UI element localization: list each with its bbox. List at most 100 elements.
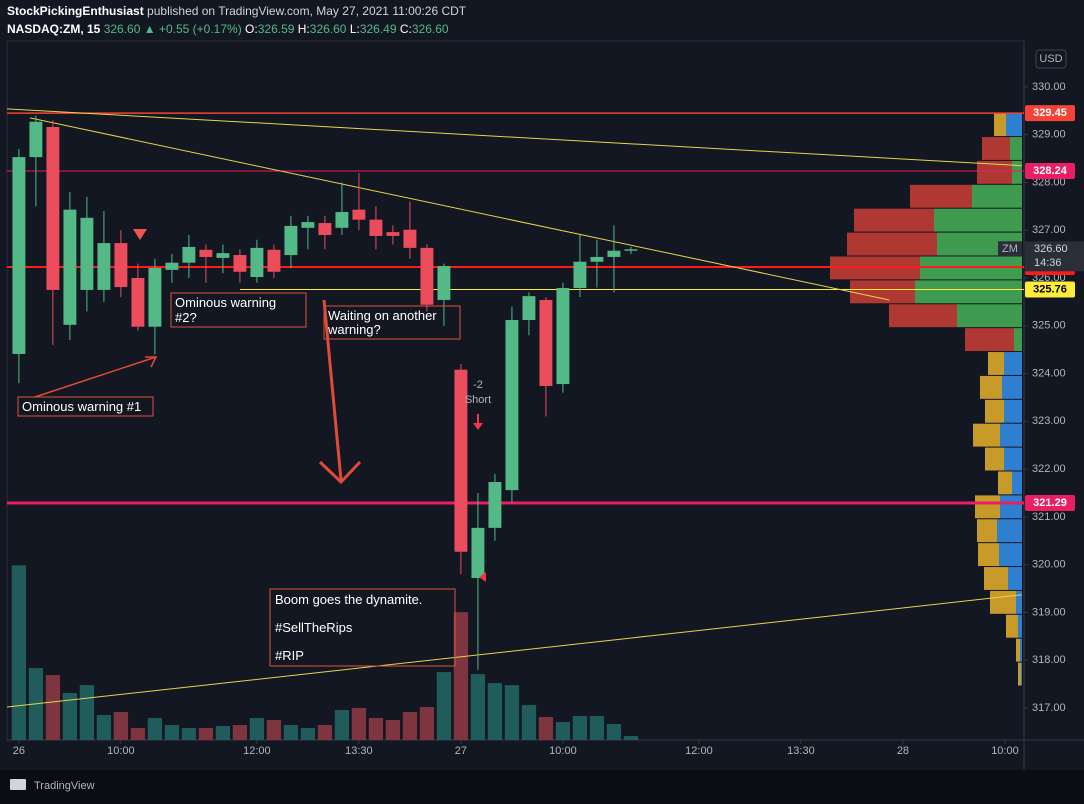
- pane: [7, 108, 1024, 740]
- profile-up: [1004, 399, 1022, 423]
- profile-up: [1014, 328, 1022, 352]
- volume-bar: [232, 725, 248, 740]
- y-tick-label: 317.00: [1032, 702, 1066, 714]
- volume-bar: [130, 728, 146, 740]
- y-tick-label: 322.00: [1032, 463, 1066, 475]
- header-line-2: NASDAQ:ZM, 15 326.60 ▲ +0.55 (+0.17%) O:…: [7, 22, 449, 36]
- candle-body: [131, 277, 145, 327]
- volume-bar: [623, 736, 639, 740]
- volume-bar: [589, 716, 605, 740]
- volume-bar: [351, 708, 367, 740]
- candle-body: [556, 288, 570, 385]
- candle-body: [250, 247, 264, 278]
- last-price: 326.60: [1034, 243, 1068, 255]
- profile-down: [994, 113, 1006, 137]
- volume-bar: [215, 726, 231, 740]
- volume-bar: [164, 725, 180, 740]
- brand: TradingView: [34, 780, 95, 792]
- volume-bar: [266, 720, 282, 740]
- published: published on TradingView.com, May 27, 20…: [147, 4, 467, 18]
- y-tick-label: 329.00: [1032, 129, 1066, 141]
- volume-bar: [487, 683, 503, 740]
- annotations: Ominous warning #1 Ominous warning #2? W…: [17, 229, 491, 667]
- x-tick-label: 13:30: [345, 745, 373, 757]
- candle-body: [80, 217, 94, 290]
- price-label-box: [1025, 162, 1075, 179]
- note: Boom goes the dynamite.: [275, 592, 422, 607]
- price-label: 321.29: [1033, 497, 1067, 509]
- o-key: O:: [245, 22, 258, 36]
- candle-body: [318, 223, 332, 235]
- volume-bar: [555, 722, 571, 740]
- note-box: [170, 292, 307, 328]
- arrow: [322, 299, 343, 481]
- footer-bar: [0, 770, 1084, 804]
- note: Ominous warning: [175, 295, 276, 310]
- profile-down: [984, 567, 1008, 590]
- candle-body: [352, 209, 366, 220]
- profile-up: [1020, 638, 1022, 662]
- profile-up: [972, 184, 1022, 208]
- candle-body: [505, 320, 519, 491]
- volume-bar: [317, 725, 333, 740]
- volume-bar: [436, 672, 452, 740]
- signal-arrow-head: [473, 423, 483, 430]
- profile-up: [1004, 447, 1022, 471]
- profile-up: [1012, 471, 1022, 495]
- symbol-tag-box: [998, 241, 1022, 257]
- profile-down: [988, 352, 1004, 375]
- profile-down: [978, 543, 999, 567]
- logo-icon: [10, 779, 26, 790]
- profile-down: [1018, 662, 1021, 686]
- candle-body: [471, 527, 485, 579]
- profile-down: [965, 328, 1014, 352]
- candle-body: [369, 219, 383, 236]
- profile-down: [985, 399, 1004, 423]
- price-label: 328.24: [1033, 165, 1068, 177]
- candle-body: [539, 299, 553, 386]
- marker: [479, 572, 486, 582]
- note: #RIP: [275, 648, 304, 663]
- profile-down: [985, 447, 1004, 471]
- volume-bar: [334, 710, 350, 740]
- x-tick-label: 28: [897, 745, 909, 757]
- currency-button[interactable]: [1035, 49, 1067, 69]
- y-tick-label: 318.00: [1032, 654, 1066, 666]
- profile-down: [973, 423, 1000, 447]
- candle-body: [386, 232, 400, 236]
- x-tick-label: 13:30: [787, 745, 815, 757]
- header-line-1: StockPickingEnthusiast published on Trad…: [7, 4, 467, 18]
- profile-up: [1002, 375, 1022, 399]
- candle-body: [301, 222, 315, 228]
- trend-line: [29, 117, 890, 301]
- volume-bar: [385, 720, 401, 740]
- volume-bar: [504, 685, 520, 740]
- c-key: C:: [400, 22, 412, 36]
- arrow-head: [145, 356, 158, 368]
- volume-bar: [572, 716, 588, 740]
- note-box: [323, 305, 461, 340]
- arrow-head: [318, 460, 362, 485]
- volume-bar: [96, 715, 112, 740]
- volume-bar: [368, 718, 384, 740]
- note: Waiting on another: [328, 308, 437, 323]
- profile-up: [1006, 113, 1022, 137]
- candle-body: [148, 267, 162, 327]
- x-tick-label: 12:00: [685, 745, 713, 757]
- symbol: NASDAQ:ZM, 15: [7, 22, 101, 36]
- profile-up: [1000, 495, 1022, 519]
- plot: 317.00 318.00 319.00 320.00 321.00 322.00 323.…: [7, 81, 1084, 757]
- countdown: 14:36: [1034, 257, 1062, 269]
- candle-body: [12, 157, 26, 354]
- note: #2?: [175, 310, 197, 325]
- candle-body: [165, 262, 179, 270]
- x-tick-label: 26: [13, 745, 25, 757]
- x-tick-label: 10:00: [107, 745, 135, 757]
- volume-bar: [606, 724, 622, 740]
- profile-up: [1004, 352, 1022, 375]
- c-value: 326.60: [412, 22, 449, 36]
- price-label: 325.76: [1033, 283, 1067, 295]
- profile-down: [977, 160, 1012, 184]
- y-tick-label: 330.00: [1032, 81, 1066, 93]
